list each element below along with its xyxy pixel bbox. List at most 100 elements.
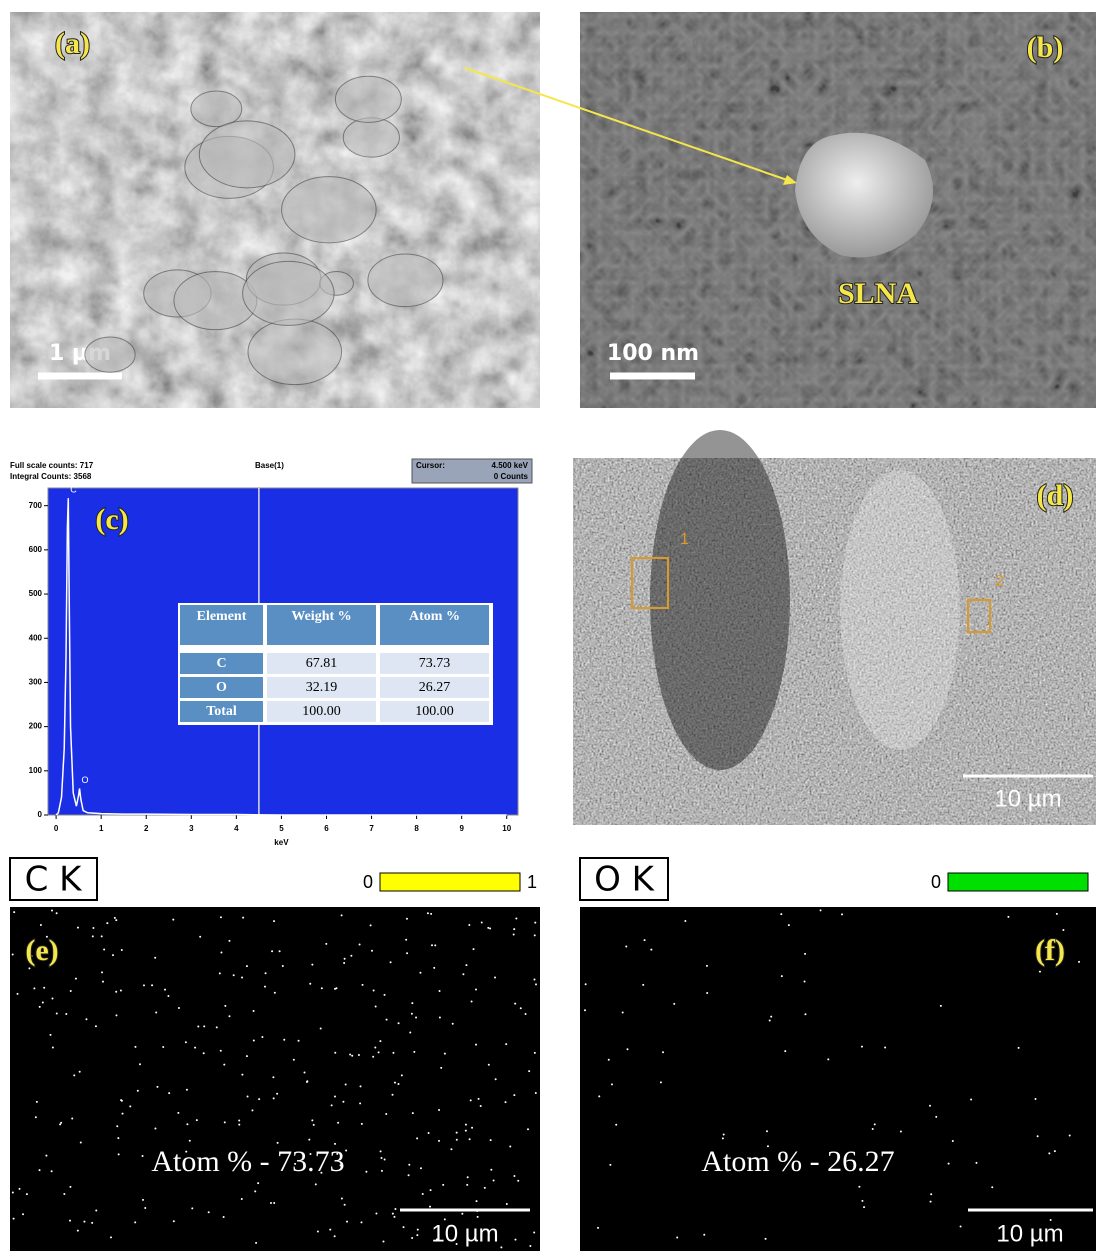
- dot: [392, 1052, 394, 1054]
- dot: [509, 1146, 511, 1148]
- dot: [33, 987, 35, 989]
- dot: [529, 1245, 531, 1247]
- dot: [77, 1230, 79, 1232]
- dot: [804, 1013, 806, 1015]
- site-label: 1: [680, 531, 689, 548]
- dot: [861, 1046, 863, 1048]
- dot: [487, 927, 489, 929]
- dot: [465, 964, 467, 966]
- dot: [477, 1216, 479, 1218]
- dot: [13, 1218, 15, 1220]
- dot: [258, 1098, 260, 1100]
- dot: [673, 1003, 675, 1005]
- dot: [341, 914, 343, 916]
- dot: [622, 1012, 624, 1014]
- dot: [409, 1032, 411, 1034]
- dot: [861, 1200, 863, 1202]
- dot: [490, 1139, 492, 1141]
- dot: [282, 965, 284, 967]
- dot: [335, 987, 337, 989]
- panel-label: (e): [25, 934, 58, 967]
- dot: [311, 1119, 313, 1121]
- dot: [439, 1016, 441, 1018]
- dot: [1039, 971, 1041, 973]
- dot: [706, 992, 708, 994]
- dot: [411, 1237, 413, 1239]
- x-tick-label: 0: [54, 824, 59, 833]
- dot: [272, 1076, 274, 1078]
- dot: [264, 986, 266, 988]
- dot: [706, 965, 708, 967]
- dot: [703, 1234, 705, 1236]
- dot: [110, 1236, 112, 1238]
- dot: [375, 1005, 377, 1007]
- dot: [63, 1193, 65, 1195]
- dot: [488, 1064, 490, 1066]
- dot: [321, 987, 323, 989]
- dot: [535, 1092, 537, 1094]
- dot: [196, 1119, 198, 1121]
- dot: [253, 1010, 255, 1012]
- dot: [438, 1109, 440, 1111]
- dot: [65, 1013, 67, 1015]
- dot: [874, 1123, 876, 1125]
- dot: [103, 948, 105, 950]
- dot: [114, 917, 116, 919]
- dot: [219, 972, 221, 974]
- dot: [186, 1089, 188, 1091]
- dot: [527, 1128, 529, 1130]
- dot: [465, 1130, 467, 1132]
- dot: [69, 1220, 71, 1222]
- y-tick-label: 600: [29, 545, 43, 554]
- dot: [804, 953, 806, 955]
- map-title: O K: [594, 860, 656, 900]
- dot: [253, 1039, 255, 1041]
- dot: [597, 1227, 599, 1229]
- dot: [50, 1034, 52, 1036]
- dot: [461, 1213, 463, 1215]
- panel-label: (f): [1035, 934, 1065, 967]
- dot: [430, 1189, 432, 1191]
- dot: [384, 1158, 386, 1160]
- cell-text: C: [216, 656, 226, 671]
- dot: [43, 987, 45, 989]
- dot: [121, 949, 123, 951]
- dot: [162, 1046, 164, 1048]
- dot: [392, 1094, 394, 1096]
- dot: [381, 1170, 383, 1172]
- dot: [408, 1174, 410, 1176]
- dot: [490, 1169, 492, 1171]
- panel-label: (d): [1037, 479, 1074, 512]
- y-tick-label: 0: [38, 810, 43, 819]
- dot: [468, 924, 470, 926]
- x-tick-label: 6: [324, 824, 329, 833]
- dot: [257, 1182, 259, 1184]
- dot: [139, 1063, 141, 1065]
- dot: [788, 924, 790, 926]
- dot: [251, 1109, 253, 1111]
- dot: [900, 1131, 902, 1133]
- dot: [385, 1113, 387, 1115]
- dot: [456, 1139, 458, 1141]
- dot: [154, 1128, 156, 1130]
- dot: [345, 1083, 347, 1085]
- dot: [416, 1234, 418, 1236]
- dot: [129, 1105, 131, 1107]
- dot: [80, 1141, 82, 1143]
- dot: [186, 1123, 188, 1125]
- dot: [429, 1206, 431, 1208]
- dot: [317, 1230, 319, 1232]
- dot: [433, 967, 435, 969]
- dot: [191, 1207, 193, 1209]
- dot: [419, 972, 421, 974]
- dot: [342, 1101, 344, 1103]
- panel-label: (a): [55, 27, 90, 60]
- dot: [344, 958, 346, 960]
- dot: [279, 950, 281, 952]
- header-text: Weight %: [291, 609, 351, 624]
- dot: [52, 1046, 54, 1048]
- dot: [341, 1197, 343, 1199]
- peak-label: C: [70, 485, 77, 495]
- cell-text: 100.00: [415, 704, 454, 719]
- x-tick-label: 8: [414, 824, 419, 833]
